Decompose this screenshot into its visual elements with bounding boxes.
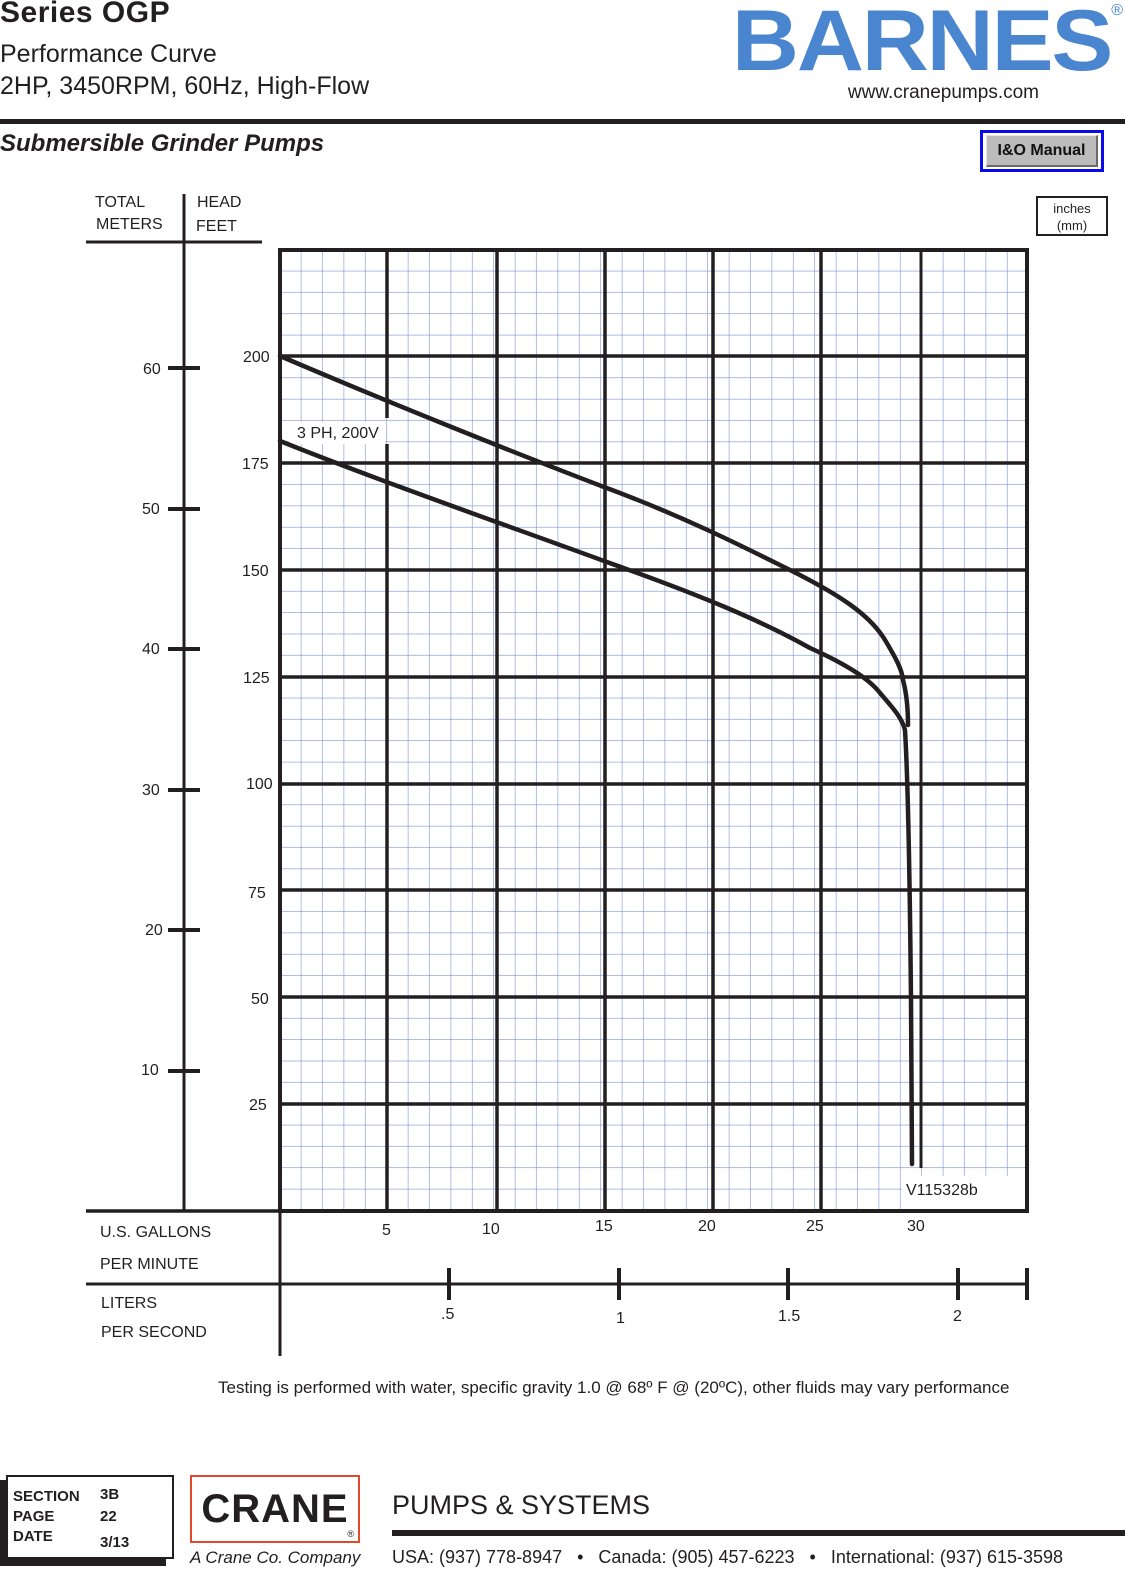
y-tick-100: 100 <box>246 776 273 793</box>
page-value: 22 <box>100 1508 117 1525</box>
m-tick-40: 40 <box>142 641 160 658</box>
y-tick-150: 150 <box>242 563 269 580</box>
lps-ticks <box>447 1268 1029 1300</box>
testing-note: Testing is performed with water, specifi… <box>218 1378 1010 1397</box>
date-label: DATE <box>13 1528 53 1545</box>
drawing-id: V115328b <box>906 1182 978 1199</box>
crane-logo: CRANE ® <box>190 1475 360 1543</box>
gpm-label-2: PER MINUTE <box>100 1256 199 1273</box>
y-tick-200: 200 <box>243 349 270 366</box>
meters-label: METERS <box>96 216 163 233</box>
x-tick-25: 25 <box>806 1218 824 1235</box>
crane-company-tagline: A Crane Co. Company <box>190 1548 361 1567</box>
lps-tick-0.5: .5 <box>441 1306 455 1323</box>
lps-tick-1.5: 1.5 <box>778 1308 801 1325</box>
subtitle-performance-curve: Performance Curve <box>0 40 217 68</box>
major-vertical-gridlines <box>385 250 923 1211</box>
feet-label: FEET <box>196 218 237 235</box>
lps-tick-2: 2 <box>953 1308 962 1325</box>
m-tick-60: 60 <box>143 361 161 378</box>
date-value: 3/13 <box>100 1534 130 1551</box>
minor-grid <box>280 250 1027 1211</box>
head-label: HEAD <box>197 194 242 211</box>
y-tick-50: 50 <box>251 991 269 1008</box>
crane-logo-text: CRANE <box>201 1486 349 1531</box>
curve-3ph-200v <box>277 438 915 1167</box>
x-tick-20: 20 <box>698 1218 716 1235</box>
y-tick-175: 175 <box>242 456 269 473</box>
x-tick-30: 30 <box>907 1218 925 1235</box>
x-tick-15: 15 <box>595 1218 613 1235</box>
y-tick-125: 125 <box>243 670 270 687</box>
meter-ticks <box>168 366 200 1073</box>
gpm-label-1: U.S. GALLONS <box>100 1224 212 1241</box>
page-title: Series OGP <box>0 0 171 29</box>
m-tick-30: 30 <box>142 782 160 799</box>
y-tick-75: 75 <box>248 885 266 902</box>
pumps-systems-heading: PUMPS & SYSTEMS <box>392 1490 651 1520</box>
section-value: 3B <box>100 1486 120 1503</box>
y-tick-25: 25 <box>249 1097 267 1114</box>
lps-tick-1: 1 <box>616 1310 625 1327</box>
barnes-logo: BARNES <box>731 0 1113 89</box>
curve-label: 3 PH, 200V <box>297 425 379 442</box>
lps-label-1: LITERS <box>101 1295 158 1312</box>
io-manual-label: I&O Manual <box>986 135 1098 167</box>
lps-label-2: PER SECOND <box>101 1324 207 1341</box>
header-divider <box>0 119 1125 124</box>
io-manual-button[interactable]: I&O Manual <box>980 130 1104 172</box>
m-tick-20: 20 <box>145 922 163 939</box>
x-tick-5: 5 <box>382 1222 391 1239</box>
section-page-date-box: SECTION 3B PAGE 22 DATE 3/13 <box>6 1475 174 1559</box>
contact-phones: USA: (937) 778-8947 • Canada: (905) 457-… <box>392 1547 1064 1567</box>
page-label: PAGE <box>13 1508 55 1525</box>
footer-divider <box>392 1530 1125 1536</box>
x-tick-10: 10 <box>482 1221 500 1238</box>
total-label: TOTAL <box>95 194 146 211</box>
units-legend: inches (mm) <box>1036 196 1108 236</box>
m-tick-50: 50 <box>142 501 160 518</box>
section-title: Submersible Grinder Pumps <box>0 130 325 157</box>
m-tick-10: 10 <box>141 1062 159 1079</box>
registered-mark: ® <box>1111 2 1123 19</box>
units-mm: (mm) <box>1056 218 1088 233</box>
crane-registered-mark: ® <box>347 1529 354 1539</box>
performance-chart <box>86 194 1029 1356</box>
curve-upper <box>277 353 911 728</box>
section-label: SECTION <box>13 1488 80 1505</box>
subtitle-specs: 2HP, 3450RPM, 60Hz, High-Flow <box>0 72 370 100</box>
units-inches: inches <box>1053 201 1091 216</box>
website-link[interactable]: www.cranepumps.com <box>847 82 1039 103</box>
